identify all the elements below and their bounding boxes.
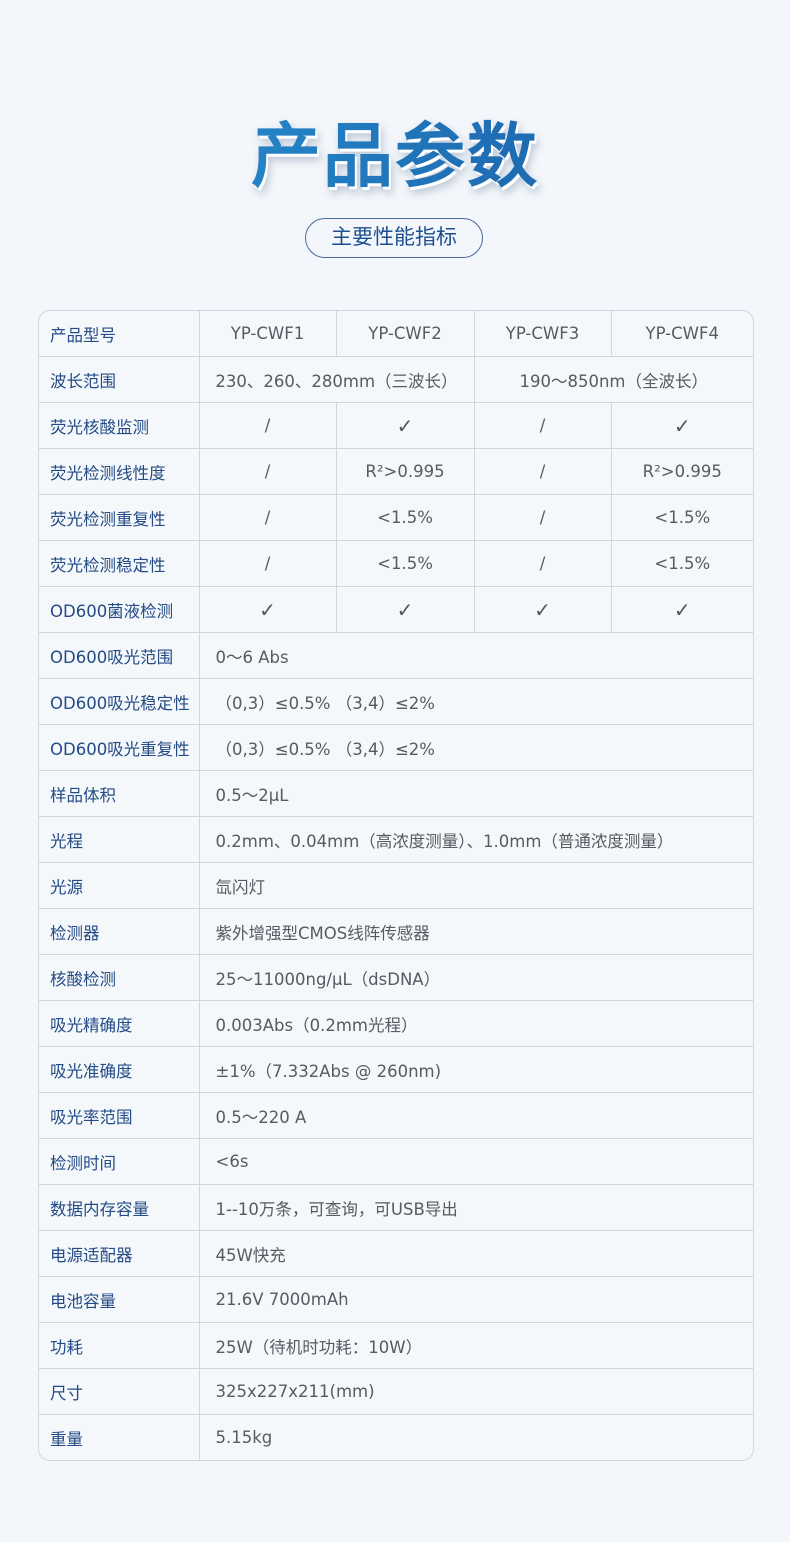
table-row: 荧光检测线性度 / R²>0.995/R²>0.995 — [39, 448, 753, 495]
cell-value: 0.003Abs（0.2mm光程） — [198, 1000, 753, 1047]
cell-value: <1.5% — [610, 494, 753, 541]
table-row: 光程 0.2mm、0.04mm（高浓度测量）、1.0mm（普通浓度测量） — [39, 816, 753, 863]
cell-value: 45W快充 — [198, 1230, 753, 1277]
cell-value: 21.6V 7000mAh — [198, 1276, 753, 1323]
cell-value: 0～6 Abs — [198, 632, 753, 679]
row-label: OD600吸光重复性 — [39, 724, 200, 771]
cell-value: / — [198, 540, 337, 587]
row-label: OD600菌液检测 — [39, 586, 200, 633]
table-row-wavelength: 波长范围 230、260、280mm（三波长） 190～850nm（全波长） — [39, 356, 753, 403]
table-row: OD600吸光重复性 （0,3）≤0.5% （3,4）≤2% — [39, 724, 753, 771]
table-row: 样品体积 0.5～2μL — [39, 770, 753, 817]
model-header: YP-CWF3 — [473, 311, 612, 357]
row-label: 产品型号 — [39, 311, 200, 357]
row-label: 数据内存容量 — [39, 1184, 200, 1231]
row-label: 荧光检测稳定性 — [39, 540, 200, 587]
check-icon: ✓ — [610, 402, 753, 449]
row-label: 电池容量 — [39, 1276, 200, 1323]
cell-value: 1--10万条，可查询，可USB导出 — [198, 1184, 753, 1231]
row-label: 荧光核酸监测 — [39, 402, 200, 449]
table-row: 荧光检测重复性 / <1.5% / <1.5% — [39, 494, 753, 541]
cell-value: ±1%（7.332Abs @ 260nm) — [198, 1046, 753, 1093]
row-label: 检测器 — [39, 908, 200, 955]
row-label: 重量 — [39, 1414, 200, 1460]
table-row: 电池容量 21.6V 7000mAh — [39, 1276, 753, 1323]
cell-value: R²>0.995 — [335, 448, 475, 495]
table-row: 荧光核酸监测 / ✓ / ✓ — [39, 402, 753, 449]
table-row: 荧光检测稳定性 / <1.5% / <1.5% — [39, 540, 753, 587]
row-label: 吸光准确度 — [39, 1046, 200, 1093]
cell-value: 25W（待机时功耗：10W） — [198, 1322, 753, 1369]
cell-value: 氙闪灯 — [198, 862, 753, 909]
table-row: 核酸检测 25～11000ng/μL（dsDNA） — [39, 954, 753, 1001]
cell-value: <6s — [198, 1138, 753, 1185]
row-label: 核酸检测 — [39, 954, 200, 1001]
cell-value: 25～11000ng/μL（dsDNA） — [198, 954, 753, 1001]
check-icon: ✓ — [335, 586, 475, 633]
row-label: 荧光检测重复性 — [39, 494, 200, 541]
table-row: 重量 5.15kg — [39, 1414, 753, 1460]
table-row: 检测时间 <6s — [39, 1138, 753, 1185]
spec-table: 产品型号 YP-CWF1 YP-CWF2 YP-CWF3 YP-CWF4 波长范… — [38, 310, 754, 1461]
model-header: YP-CWF4 — [610, 311, 753, 357]
row-label: 电源适配器 — [39, 1230, 200, 1277]
cell-value: / — [473, 540, 612, 587]
row-label: 功耗 — [39, 1322, 200, 1369]
row-label: 光源 — [39, 862, 200, 909]
model-header: YP-CWF1 — [198, 311, 337, 357]
check-icon: ✓ — [198, 586, 337, 633]
cell-value: 5.15kg — [198, 1414, 753, 1460]
cell-value: <1.5% — [335, 540, 475, 587]
cell-value: （0,3）≤0.5% （3,4）≤2% — [198, 678, 753, 725]
cell-value: 230、260、280mm（三波长） — [198, 356, 475, 403]
cell-value: / — [198, 402, 337, 449]
row-label: 样品体积 — [39, 770, 200, 817]
check-icon: ✓ — [335, 402, 475, 449]
row-label: 吸光精确度 — [39, 1000, 200, 1047]
page-title: 产品参数 — [0, 100, 790, 201]
table-row: 功耗 25W（待机时功耗：10W） — [39, 1322, 753, 1369]
cell-value: 0.5～2μL — [198, 770, 753, 817]
cell-value: / — [473, 448, 612, 495]
row-label: 检测时间 — [39, 1138, 200, 1185]
cell-value: 紫外增强型CMOS线阵传感器 — [198, 908, 753, 955]
cell-value: / — [473, 402, 612, 449]
model-header: YP-CWF2 — [335, 311, 475, 357]
cell-value: / — [198, 448, 337, 495]
row-label: 吸光率范围 — [39, 1092, 200, 1139]
table-row: 吸光精确度 0.003Abs（0.2mm光程） — [39, 1000, 753, 1047]
table-row: 光源 氙闪灯 — [39, 862, 753, 909]
table-row: 吸光率范围 0.5～220 A — [39, 1092, 753, 1139]
cell-value: 0.5～220 A — [198, 1092, 753, 1139]
table-row: 电源适配器 45W快充 — [39, 1230, 753, 1277]
table-row: 尺寸 325x227x211(mm) — [39, 1368, 753, 1415]
check-icon: ✓ — [610, 586, 753, 633]
section-subtitle-badge: 主要性能指标 — [305, 218, 483, 258]
cell-value: R²>0.995 — [610, 448, 753, 495]
row-label: 光程 — [39, 816, 200, 863]
cell-value: / — [198, 494, 337, 541]
table-row: OD600吸光稳定性 （0,3）≤0.5% （3,4）≤2% — [39, 678, 753, 725]
table-row: 数据内存容量 1--10万条，可查询，可USB导出 — [39, 1184, 753, 1231]
row-label: 荧光检测线性度 — [39, 448, 200, 495]
table-row: OD600吸光范围 0～6 Abs — [39, 632, 753, 679]
cell-value: 0.2mm、0.04mm（高浓度测量）、1.0mm（普通浓度测量） — [198, 816, 753, 863]
table-row: OD600菌液检测 ✓ ✓ ✓ ✓ — [39, 586, 753, 633]
row-label: OD600吸光稳定性 — [39, 678, 200, 725]
cell-value: 190～850nm（全波长） — [473, 356, 753, 403]
table-row-models: 产品型号 YP-CWF1 YP-CWF2 YP-CWF3 YP-CWF4 — [39, 311, 753, 357]
row-label: 波长范围 — [39, 356, 200, 403]
table-row: 检测器 紫外增强型CMOS线阵传感器 — [39, 908, 753, 955]
check-icon: ✓ — [473, 586, 612, 633]
table-row: 吸光准确度 ±1%（7.332Abs @ 260nm) — [39, 1046, 753, 1093]
cell-value: <1.5% — [335, 494, 475, 541]
cell-value: （0,3）≤0.5% （3,4）≤2% — [198, 724, 753, 771]
row-label: 尺寸 — [39, 1368, 200, 1415]
cell-value: <1.5% — [610, 540, 753, 587]
row-label: OD600吸光范围 — [39, 632, 200, 679]
cell-value: / — [473, 494, 612, 541]
cell-value: 325x227x211(mm) — [198, 1368, 753, 1415]
